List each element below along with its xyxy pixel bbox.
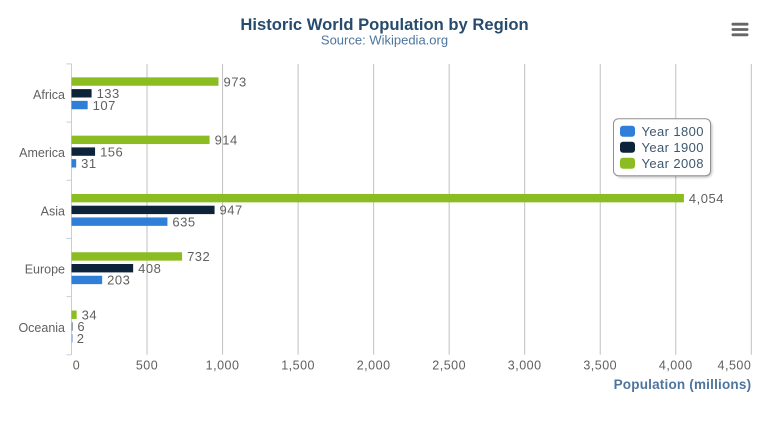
svg-text:2,500: 2,500: [432, 359, 466, 373]
svg-text:6: 6: [77, 319, 85, 334]
svg-text:500: 500: [136, 359, 158, 373]
svg-text:1,500: 1,500: [281, 359, 315, 373]
svg-text:732: 732: [187, 249, 210, 264]
svg-text:31: 31: [81, 156, 96, 171]
svg-text:2,000: 2,000: [357, 359, 391, 373]
svg-text:Europe: Europe: [25, 263, 65, 277]
svg-text:4,000: 4,000: [659, 359, 693, 373]
svg-text:156: 156: [100, 144, 123, 159]
svg-text:133: 133: [97, 86, 120, 101]
svg-text:973: 973: [223, 74, 246, 89]
svg-text:Africa: Africa: [33, 88, 65, 102]
svg-text:34: 34: [82, 307, 97, 322]
svg-text:4,500: 4,500: [718, 359, 752, 373]
svg-text:Oceania: Oceania: [18, 321, 65, 335]
svg-text:3,500: 3,500: [583, 359, 617, 373]
svg-text:0: 0: [73, 359, 80, 373]
svg-text:Source: Wikipedia.org: Source: Wikipedia.org: [321, 33, 448, 48]
svg-text:Population (millions): Population (millions): [614, 377, 752, 392]
svg-text:4,054: 4,054: [689, 191, 724, 206]
svg-text:408: 408: [138, 261, 161, 276]
svg-text:635: 635: [172, 214, 195, 229]
svg-text:1,000: 1,000: [206, 359, 240, 373]
svg-text:Year 1800: Year 1800: [642, 124, 704, 139]
svg-text:2: 2: [77, 331, 85, 346]
svg-text:Year 1900: Year 1900: [642, 140, 704, 155]
svg-text:Historic World Population by R: Historic World Population by Region: [240, 15, 528, 34]
svg-text:914: 914: [215, 133, 238, 148]
svg-text:America: America: [19, 146, 65, 160]
svg-text:3,000: 3,000: [508, 359, 542, 373]
svg-text:947: 947: [220, 203, 243, 218]
svg-text:Asia: Asia: [41, 204, 65, 218]
svg-text:107: 107: [93, 98, 116, 113]
svg-text:203: 203: [107, 273, 130, 288]
svg-text:Year 2008: Year 2008: [642, 156, 704, 171]
